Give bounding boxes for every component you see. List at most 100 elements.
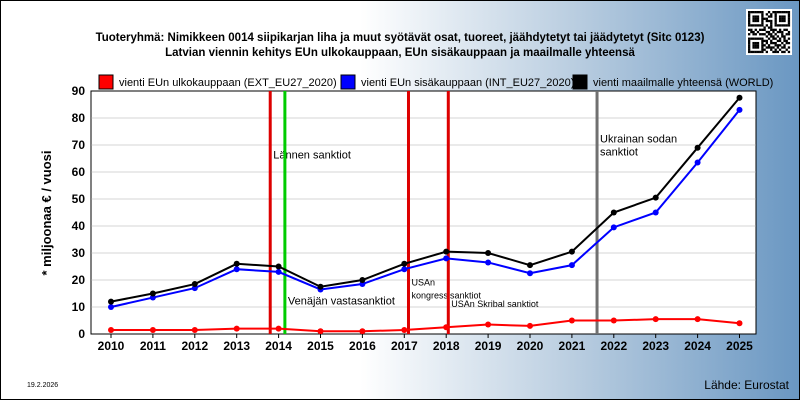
data-point [275, 263, 282, 270]
data-point [568, 262, 575, 269]
data-point [275, 325, 282, 332]
event-label: USAn Skribal sanktiot [451, 299, 539, 309]
legend-swatch [98, 74, 114, 90]
y-axis-label: * miljoonaa € / vuosi [39, 151, 54, 276]
data-point [233, 325, 240, 332]
data-point [108, 304, 114, 310]
x-tick-label: 2011 [140, 339, 166, 353]
x-tick-label: 2018 [433, 339, 460, 353]
chart-title-line1: Tuoteryhmä: Nimikkeen 0014 siipikarjan l… [96, 32, 705, 44]
y-tick-label: 10 [72, 300, 86, 314]
y-tick-label: 20 [72, 273, 86, 287]
series-line [110, 109, 741, 308]
data-point [191, 281, 198, 288]
event-label: USAn [411, 277, 435, 287]
data-point [527, 270, 533, 277]
data-point [694, 159, 701, 166]
x-tick-label: 2015 [307, 339, 334, 353]
x-tick-label: 2025 [726, 339, 753, 353]
data-point [568, 248, 575, 255]
data-point [401, 326, 408, 333]
legend: vienti EUn ulkokauppaan (EXT_EU27_2020) v… [98, 74, 773, 90]
footer-date: 19.2.2026 [27, 382, 58, 389]
data-point [485, 321, 492, 328]
data-point [652, 316, 659, 323]
series-line [111, 318, 740, 333]
x-tick-label: 2017 [391, 339, 418, 353]
y-tick-label: 70 [72, 138, 86, 152]
data-point [485, 259, 492, 266]
qr-code-icon [746, 9, 792, 55]
data-point [652, 194, 659, 201]
data-point [233, 260, 240, 267]
data-point [485, 250, 492, 256]
data-point [736, 320, 743, 327]
data-point [736, 94, 743, 101]
y-tick-label: 60 [72, 165, 86, 179]
event-label: Ukrainan sodan [600, 133, 677, 145]
x-tick-label: 2016 [349, 339, 376, 353]
data-point [359, 277, 366, 283]
legend-label: vienti EUn ulkokauppaan (EXT_EU27_2020) [119, 77, 337, 89]
legend-label: vienti EUn sisäkauppaan (INT_EU27_2020) [361, 77, 574, 89]
data-point [401, 266, 408, 273]
legend-swatch [340, 74, 356, 90]
legend-swatch [572, 74, 588, 90]
data-point [233, 266, 240, 273]
data-point [149, 290, 156, 297]
data-point [652, 209, 659, 216]
x-tick-label: 2022 [600, 339, 627, 353]
x-tick-label: 2020 [517, 339, 544, 353]
y-ticks: 0 10 20 30 40 50 60 70 80 90 [72, 84, 86, 341]
data-point [401, 260, 408, 267]
data-point [527, 262, 533, 269]
data-point [610, 224, 617, 231]
data-point [694, 316, 701, 323]
x-tick-label: 2024 [684, 339, 711, 353]
x-tick-label: 2019 [475, 339, 502, 353]
y-tick-label: 0 [78, 327, 85, 341]
data-point [736, 106, 743, 113]
x-ticks: 2010 2011 2012 2013 2014 2015 2016 2017 2018 2019… [98, 334, 753, 353]
data-point [191, 326, 198, 333]
y-tick-label: 50 [72, 192, 86, 206]
data-point [443, 255, 450, 262]
x-tick-label: 2021 [559, 339, 586, 353]
legend-label: vienti maailmalle yhteensä (WORLD) [593, 77, 773, 89]
data-point [149, 326, 156, 333]
x-tick-label: 2014 [265, 339, 292, 353]
event-label: Venäjän vastasanktiot [288, 295, 395, 307]
x-tick-label: 2013 [223, 339, 250, 353]
data-point [317, 283, 324, 290]
series-line [110, 97, 741, 303]
data-point [443, 324, 450, 331]
y-tick-label: 90 [72, 84, 86, 98]
x-tick-label: 2023 [642, 339, 669, 353]
data-point [527, 322, 533, 329]
event-label-2: sanktiot [600, 146, 638, 158]
footer-source: Lähde: Eurostat [704, 378, 789, 392]
data-point [610, 317, 617, 324]
data-point [610, 209, 617, 216]
data-point [694, 144, 701, 151]
data-point [443, 248, 450, 255]
plot-area [90, 90, 757, 335]
y-tick-label: 40 [72, 219, 86, 233]
y-tick-label: 80 [72, 111, 86, 125]
data-point [359, 328, 366, 335]
data-point [317, 328, 324, 335]
x-tick-label: 2010 [98, 339, 125, 353]
events: Lännen sanktiot Venäjän vastasanktiot USAn… [268, 91, 677, 334]
series [108, 94, 743, 335]
chart-title-line2: Latvian viennin kehitys EUn ulkokauppaan… [165, 47, 635, 59]
data-point [108, 298, 114, 305]
x-tick-label: 2012 [181, 339, 208, 353]
data-point [568, 317, 575, 324]
data-point [275, 268, 282, 275]
y-tick-label: 30 [72, 246, 86, 260]
event-label: Lännen sanktiot [273, 150, 351, 162]
data-point [108, 326, 114, 333]
event-label-2: kongressisanktiot [411, 290, 481, 300]
